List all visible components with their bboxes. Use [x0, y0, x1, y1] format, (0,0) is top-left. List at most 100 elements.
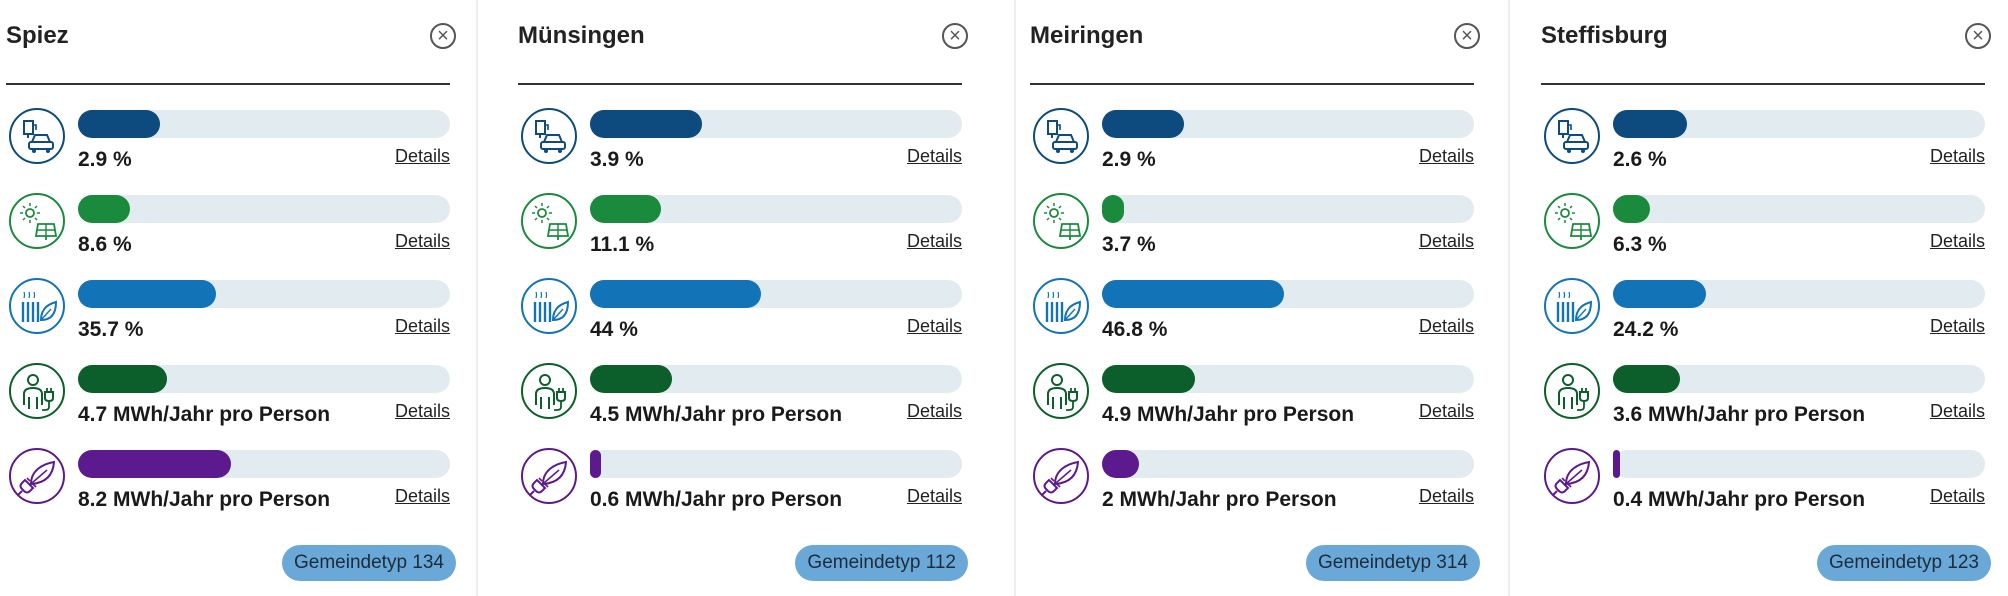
- leaf-plug-icon: [9, 448, 65, 504]
- metric-row-solar: 11.1 % Details: [518, 193, 968, 273]
- progress-track: [1102, 280, 1474, 308]
- metric-value: 8.2 MWh/Jahr pro Person: [78, 488, 331, 511]
- municipality-card: Münsingen × 3.9 % Details 11.1 % Details 44 …: [518, 0, 968, 596]
- metric-value: 4.5 MWh/Jahr pro Person: [590, 403, 843, 426]
- metric-row-solar: 6.3 % Details: [1541, 193, 1991, 273]
- column-divider: [476, 0, 478, 596]
- details-link[interactable]: Details: [394, 231, 450, 251]
- ev-charging-icon: [9, 108, 65, 164]
- progress-track: [590, 195, 962, 223]
- progress-track: [590, 280, 962, 308]
- metric-row-energy: 4.7 MWh/Jahr pro Person Details: [6, 363, 456, 443]
- metric-value: 2.9 %: [78, 148, 132, 171]
- person-plug-icon: [1544, 363, 1600, 419]
- progress-track: [590, 365, 962, 393]
- progress-track: [1102, 110, 1474, 138]
- progress-fill: [78, 280, 216, 308]
- close-icon[interactable]: ×: [1454, 23, 1480, 49]
- renewable-heating-icon: [1544, 278, 1600, 334]
- details-link[interactable]: Details: [1418, 316, 1474, 336]
- metric-value: 3.7 %: [1102, 233, 1156, 256]
- leaf-plug-icon: [1033, 448, 1089, 504]
- municipality-card: Steffisburg × 2.6 % Details 6.3 % Details 24…: [1541, 0, 1991, 596]
- gemeindetyp-badge[interactable]: Gemeindetyp 134: [282, 545, 456, 581]
- details-link[interactable]: Details: [1929, 146, 1985, 166]
- card-divider: [518, 83, 962, 85]
- card-divider: [1541, 83, 1985, 85]
- solar-panel-icon: [1033, 193, 1089, 249]
- metric-row-consumption: 2 MWh/Jahr pro Person Details: [1030, 448, 1480, 528]
- progress-fill: [78, 110, 160, 138]
- details-link[interactable]: Details: [1418, 231, 1474, 251]
- card-title: Steffisburg: [1541, 22, 1668, 49]
- metric-row-energy: 3.6 MWh/Jahr pro Person Details: [1541, 363, 1991, 443]
- progress-fill: [1102, 280, 1285, 308]
- metric-row-mobility: 2.9 % Details: [6, 108, 456, 188]
- metric-value: 44 %: [590, 318, 638, 341]
- metric-row-consumption: 8.2 MWh/Jahr pro Person Details: [6, 448, 456, 528]
- progress-fill: [1102, 195, 1125, 223]
- progress-fill: [590, 280, 762, 308]
- details-link[interactable]: Details: [1929, 401, 1985, 421]
- details-link[interactable]: Details: [906, 146, 962, 166]
- card-title: Münsingen: [518, 22, 645, 49]
- gemeindetyp-badge[interactable]: Gemeindetyp 314: [1306, 545, 1480, 581]
- person-plug-icon: [521, 363, 577, 419]
- metric-row-mobility: 2.9 % Details: [1030, 108, 1480, 188]
- details-link[interactable]: Details: [394, 486, 450, 506]
- metric-value: 4.9 MWh/Jahr pro Person: [1102, 403, 1355, 426]
- metric-row-energy: 4.5 MWh/Jahr pro Person Details: [518, 363, 968, 443]
- progress-fill: [1102, 365, 1195, 393]
- details-link[interactable]: Details: [906, 316, 962, 336]
- metric-row-mobility: 2.6 % Details: [1541, 108, 1991, 188]
- details-link[interactable]: Details: [1929, 316, 1985, 336]
- metric-row-solar: 3.7 % Details: [1030, 193, 1480, 273]
- solar-panel-icon: [521, 193, 577, 249]
- column-divider: [1508, 0, 1510, 596]
- metric-row-heating: 44 % Details: [518, 278, 968, 358]
- details-link[interactable]: Details: [906, 486, 962, 506]
- progress-fill: [590, 110, 702, 138]
- progress-track: [590, 450, 962, 478]
- details-link[interactable]: Details: [394, 401, 450, 421]
- metric-row-heating: 35.7 % Details: [6, 278, 456, 358]
- details-link[interactable]: Details: [1929, 231, 1985, 251]
- details-link[interactable]: Details: [1418, 146, 1474, 166]
- details-link[interactable]: Details: [906, 231, 962, 251]
- close-icon[interactable]: ×: [942, 23, 968, 49]
- metric-row-heating: 46.8 % Details: [1030, 278, 1480, 358]
- person-plug-icon: [9, 363, 65, 419]
- metric-value: 2.6 %: [1613, 148, 1667, 171]
- details-link[interactable]: Details: [394, 146, 450, 166]
- details-link[interactable]: Details: [906, 401, 962, 421]
- leaf-plug-icon: [1544, 448, 1600, 504]
- progress-track: [1613, 110, 1985, 138]
- details-link[interactable]: Details: [1418, 401, 1474, 421]
- ev-charging-icon: [1033, 108, 1089, 164]
- gemeindetyp-badge[interactable]: Gemeindetyp 123: [1817, 545, 1991, 581]
- metric-value: 8.6 %: [78, 233, 132, 256]
- progress-fill: [78, 365, 168, 393]
- progress-track: [1102, 365, 1474, 393]
- person-plug-icon: [1033, 363, 1089, 419]
- metric-value: 6.3 %: [1613, 233, 1667, 256]
- close-icon[interactable]: ×: [1965, 23, 1991, 49]
- metric-row-solar: 8.6 % Details: [6, 193, 456, 273]
- progress-fill: [78, 195, 131, 223]
- details-link[interactable]: Details: [394, 316, 450, 336]
- metric-value: 35.7 %: [78, 318, 144, 341]
- progress-track: [78, 280, 450, 308]
- progress-fill: [590, 195, 661, 223]
- progress-track: [78, 195, 450, 223]
- gemeindetyp-badge[interactable]: Gemeindetyp 112: [795, 545, 968, 581]
- metric-value: 3.9 %: [590, 148, 644, 171]
- municipality-card: Spiez × 2.9 % Details 8.6 % Details 35.7 % De…: [6, 0, 456, 596]
- details-link[interactable]: Details: [1418, 486, 1474, 506]
- close-icon[interactable]: ×: [430, 23, 456, 49]
- details-link[interactable]: Details: [1929, 486, 1985, 506]
- renewable-heating-icon: [1033, 278, 1089, 334]
- renewable-heating-icon: [521, 278, 577, 334]
- metric-row-heating: 24.2 % Details: [1541, 278, 1991, 358]
- metric-value: 3.6 MWh/Jahr pro Person: [1613, 403, 1866, 426]
- metric-value: 0.4 MWh/Jahr pro Person: [1613, 488, 1866, 511]
